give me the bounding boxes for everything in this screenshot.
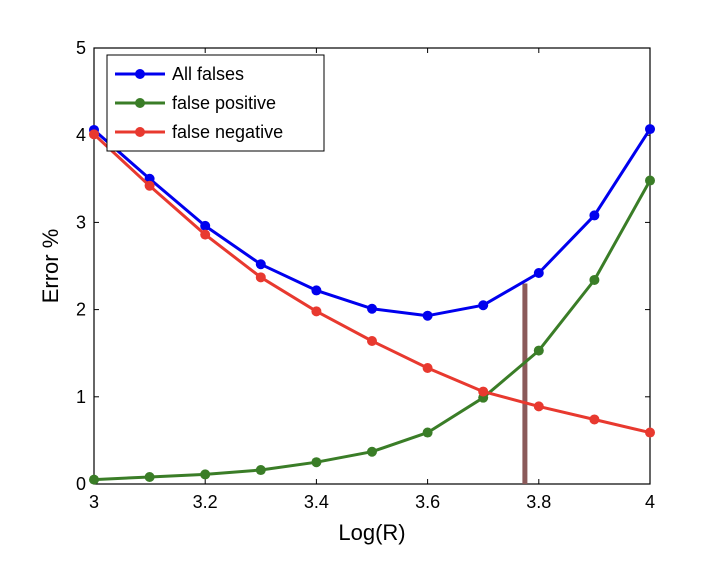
- data-point: [478, 386, 489, 397]
- data-point: [645, 427, 655, 438]
- legend-swatch-marker: [135, 98, 145, 108]
- legend-label: false positive: [172, 93, 276, 113]
- data-point: [255, 259, 266, 270]
- data-point: [255, 272, 266, 283]
- series-2: [89, 129, 655, 438]
- data-point: [589, 210, 600, 221]
- y-tick-label: 5: [76, 38, 86, 58]
- legend-swatch-marker: [135, 127, 145, 137]
- data-point: [422, 363, 433, 374]
- data-point: [255, 465, 266, 476]
- y-axis-label: Error %: [38, 229, 63, 304]
- data-point: [645, 124, 655, 135]
- data-point: [200, 220, 211, 231]
- x-tick-label: 3.2: [193, 492, 218, 512]
- data-point: [89, 474, 99, 485]
- data-point: [533, 345, 544, 356]
- x-tick-label: 3.4: [304, 492, 329, 512]
- x-tick-label: 3: [89, 492, 99, 512]
- y-tick-label: 2: [76, 300, 86, 320]
- data-point: [144, 180, 155, 191]
- data-point: [533, 401, 544, 412]
- data-point: [200, 229, 211, 240]
- data-point: [144, 173, 155, 184]
- data-point: [533, 267, 544, 278]
- y-tick-label: 3: [76, 212, 86, 232]
- data-point: [478, 300, 489, 311]
- axis-ticks: 3 3.2 3.4 3.6 3.8 4 0 1 2 3 4 5: [76, 38, 655, 512]
- series-1: [89, 175, 655, 485]
- x-tick-label: 3.8: [526, 492, 551, 512]
- data-point: [144, 472, 155, 483]
- x-axis-label: Log(R): [338, 520, 405, 545]
- data-point: [367, 446, 377, 457]
- series-group: [89, 124, 655, 485]
- data-point: [311, 285, 322, 296]
- y-tick-label: 1: [76, 387, 86, 407]
- data-point: [589, 274, 600, 285]
- data-point: [311, 457, 322, 468]
- data-point: [422, 310, 433, 321]
- legend-swatch-marker: [135, 69, 145, 79]
- data-point: [367, 335, 377, 346]
- legend-label: false negative: [172, 122, 283, 142]
- y-tick-label: 0: [76, 474, 86, 494]
- legend-label: All falses: [172, 64, 244, 84]
- data-point: [311, 306, 322, 317]
- y-tick-label: 4: [76, 125, 86, 145]
- data-point: [200, 469, 211, 480]
- data-point: [422, 427, 433, 438]
- data-point: [645, 175, 655, 186]
- x-tick-label: 3.6: [415, 492, 440, 512]
- legend: All falses false positive false negative: [106, 54, 325, 152]
- data-point: [589, 414, 600, 425]
- data-point: [367, 303, 377, 314]
- x-tick-label: 4: [645, 492, 655, 512]
- data-point: [89, 129, 99, 140]
